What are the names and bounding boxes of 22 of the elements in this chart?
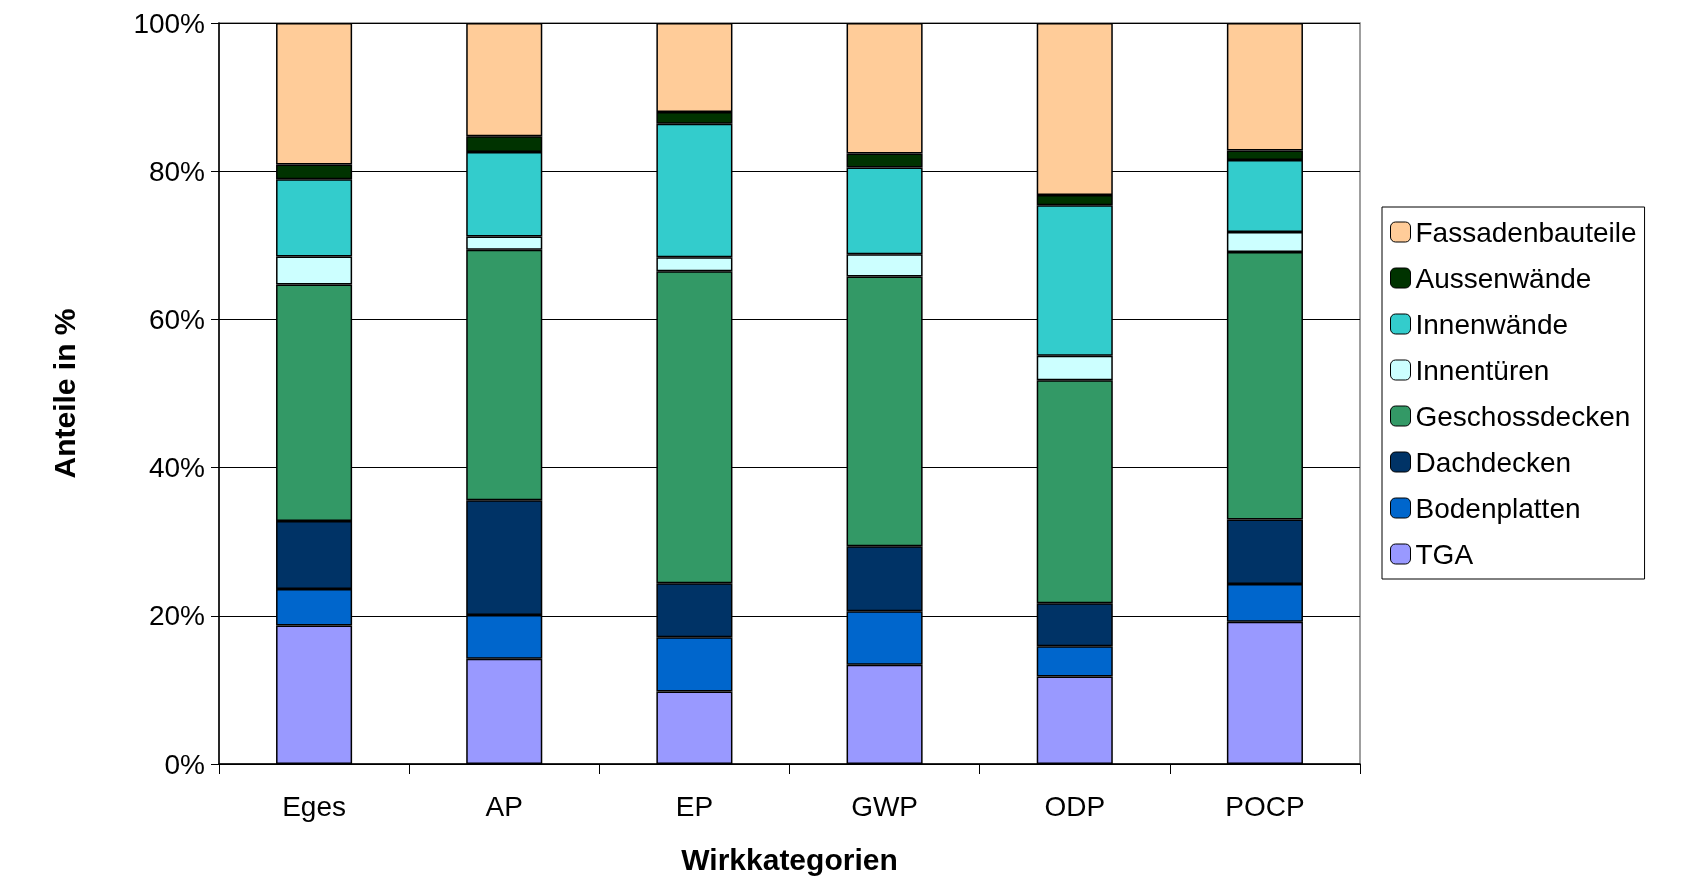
x-tick-label: AP xyxy=(485,790,523,822)
y-axis-title: Anteile in % xyxy=(47,308,81,479)
legend-label: Bodenplatten xyxy=(1415,492,1581,524)
x-tick-label: EP xyxy=(675,790,714,822)
legend-label: Innentüren xyxy=(1415,354,1550,386)
y-tick-label: 100% xyxy=(133,7,205,39)
y-tick-label: 60% xyxy=(148,303,205,335)
y-tick-label: 0% xyxy=(164,748,205,780)
y-tick-label: 40% xyxy=(148,452,205,484)
legend-label: TGA xyxy=(1415,538,1474,570)
y-tick-label: 80% xyxy=(148,155,205,187)
x-tick-label: ODP xyxy=(1044,790,1106,822)
x-tick-label: GWP xyxy=(851,790,919,822)
legend-label: Fassadenbauteile xyxy=(1415,216,1637,248)
y-tick-label: 20% xyxy=(148,600,205,632)
x-tick-label: Eges xyxy=(282,790,346,822)
legend-label: Innenwände xyxy=(1415,308,1569,340)
x-tick-label: POCP xyxy=(1225,790,1305,822)
x-axis-title: Wirkkategorien xyxy=(681,842,898,876)
legend-label: Aussenwände xyxy=(1415,262,1592,294)
legend-label: Dachdecken xyxy=(1415,446,1572,478)
legend-label: Geschossdecken xyxy=(1415,400,1631,432)
